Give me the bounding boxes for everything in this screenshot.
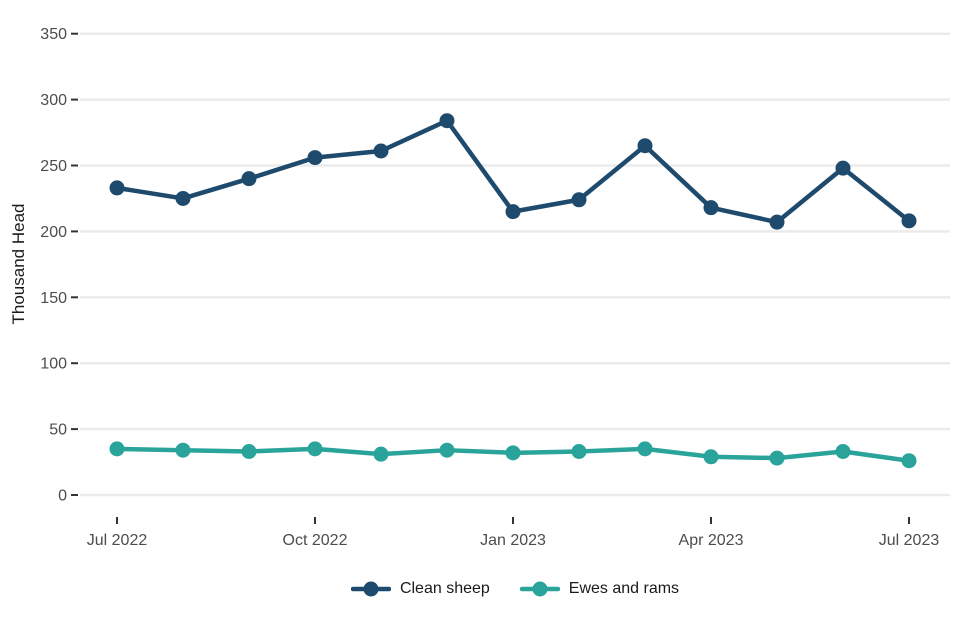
- data-point-ewes-and-rams: [835, 444, 851, 460]
- y-tick-label: 300: [40, 92, 67, 109]
- legend-label: Ewes and rams: [568, 580, 680, 597]
- data-point-clean-sheep: [703, 200, 719, 216]
- data-point-ewes-and-rams: [505, 445, 521, 461]
- data-point-clean-sheep: [373, 143, 389, 159]
- data-point-clean-sheep: [505, 204, 521, 220]
- data-point-ewes-and-rams: [769, 450, 785, 466]
- y-tick-label: 250: [40, 158, 67, 175]
- x-tick-label: Jul 2023: [879, 532, 940, 549]
- legend-key-dot: [532, 581, 548, 597]
- data-point-clean-sheep: [241, 171, 257, 187]
- data-point-ewes-and-rams: [109, 441, 125, 457]
- data-point-ewes-and-rams: [439, 442, 455, 458]
- legend-item-ewes-and-rams: Ewes and rams: [519, 578, 680, 600]
- y-tick-label: 350: [40, 26, 67, 43]
- y-axis-ticks: 0 50 100 150 200 250 300 350: [40, 26, 78, 505]
- data-point-clean-sheep: [109, 180, 125, 196]
- x-tick-label: Oct 2022: [283, 532, 348, 549]
- data-point-clean-sheep: [439, 113, 455, 129]
- data-point-clean-sheep: [637, 138, 653, 154]
- x-axis-ticks: Jul 2022 Oct 2022 Jan 2023 Apr 2023 Jul 2023: [87, 517, 940, 549]
- legend-key-icon: [350, 581, 391, 597]
- data-point-clean-sheep: [307, 150, 323, 166]
- y-tick-label: 50: [49, 422, 67, 439]
- legend-key-icon: [519, 581, 560, 597]
- y-tick-label: 100: [40, 356, 67, 373]
- x-tick-label: Jan 2023: [480, 532, 546, 549]
- data-point-clean-sheep: [835, 160, 851, 176]
- legend-label: Clean sheep: [399, 580, 490, 597]
- data-point-ewes-and-rams: [373, 446, 389, 462]
- plot-area: Thousand Head 0 50 100 150 200 250 300 350 Jul …: [9, 26, 950, 549]
- data-point-ewes-and-rams: [901, 453, 917, 469]
- data-point-ewes-and-rams: [703, 449, 719, 465]
- x-tick-label: Jul 2022: [87, 532, 148, 549]
- data-point-ewes-and-rams: [241, 444, 257, 460]
- legend-item-clean-sheep: Clean sheep: [350, 578, 490, 600]
- y-tick-label: 150: [40, 290, 67, 307]
- x-tick-label: Apr 2023: [679, 532, 744, 549]
- data-point-clean-sheep: [901, 213, 917, 229]
- data-point-ewes-and-rams: [571, 444, 587, 460]
- y-tick-label: 200: [40, 224, 67, 241]
- data-point-clean-sheep: [769, 214, 785, 230]
- y-axis-title: Thousand Head: [9, 204, 28, 325]
- gridlines: [80, 32, 950, 497]
- data-point-ewes-and-rams: [307, 441, 323, 457]
- data-point-ewes-and-rams: [175, 442, 191, 458]
- data-point-clean-sheep: [175, 190, 191, 206]
- data-point-clean-sheep: [571, 192, 587, 208]
- y-tick-label: 0: [58, 488, 67, 505]
- legend-key-dot: [363, 581, 379, 597]
- chart-legend: Clean sheep Ewes and rams: [0, 578, 960, 600]
- data-point-ewes-and-rams: [637, 441, 653, 457]
- data-series: [109, 113, 917, 469]
